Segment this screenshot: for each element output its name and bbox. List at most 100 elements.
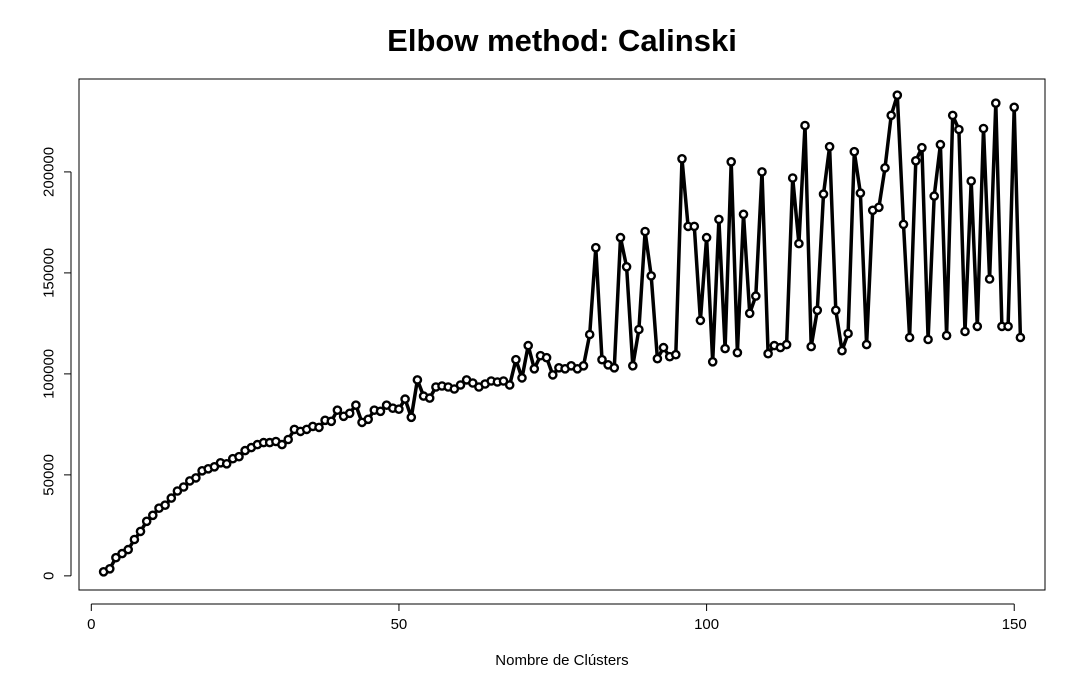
data-point xyxy=(978,123,989,134)
y-tick-label: 0 xyxy=(41,572,58,580)
data-point xyxy=(123,544,133,555)
data-point xyxy=(646,271,657,281)
data-point xyxy=(455,380,466,390)
data-point xyxy=(726,156,737,167)
data-point xyxy=(954,124,964,135)
data-point xyxy=(314,422,324,433)
data-point xyxy=(720,343,730,354)
data-point xyxy=(628,360,638,371)
data-point xyxy=(344,408,355,419)
data-point xyxy=(1015,332,1026,343)
y-tick-label: 200000 xyxy=(41,147,58,197)
data-point xyxy=(283,434,294,445)
data-point xyxy=(591,242,601,253)
data-point xyxy=(787,173,798,183)
data-point xyxy=(707,356,718,367)
data-point xyxy=(511,354,521,365)
data-point xyxy=(855,188,866,198)
data-point xyxy=(911,155,921,166)
data-point xyxy=(892,90,903,100)
data-point xyxy=(929,191,940,201)
data-point xyxy=(141,516,152,527)
data-point xyxy=(160,500,170,511)
data-point xyxy=(751,291,761,301)
y-tick-label: 100000 xyxy=(41,349,58,399)
data-point xyxy=(351,400,361,411)
data-point xyxy=(504,380,515,390)
data-point xyxy=(874,202,884,213)
data-point xyxy=(332,405,343,416)
data-point xyxy=(652,353,663,364)
data-point xyxy=(363,414,374,425)
y-axis: 0 50000 100000 150000 200000 xyxy=(41,147,72,580)
data-point xyxy=(972,321,983,332)
y-tick-label: 150000 xyxy=(41,248,58,298)
data-point xyxy=(898,219,909,230)
data-point xyxy=(960,326,970,337)
data-point xyxy=(818,189,829,199)
data-point xyxy=(800,120,810,131)
data-point xyxy=(763,348,773,359)
data-point xyxy=(658,342,669,353)
data-point xyxy=(400,394,410,404)
data-point xyxy=(517,373,527,383)
data-point xyxy=(738,209,749,220)
data-point xyxy=(935,139,946,150)
data-point xyxy=(886,110,897,121)
data-point xyxy=(105,564,115,574)
data-point xyxy=(529,363,540,374)
x-tick-label: 0 xyxy=(87,616,95,633)
data-point xyxy=(695,315,706,326)
data-point xyxy=(849,146,860,157)
data-point xyxy=(541,352,552,363)
data-point xyxy=(812,305,823,316)
data-point xyxy=(548,370,558,380)
data-point xyxy=(904,332,915,343)
x-axis-label: Nombre de Clústers xyxy=(495,652,628,669)
data-point xyxy=(757,167,767,177)
x-axis: 0 50 100 150 xyxy=(87,603,1027,633)
x-tick-label: 50 xyxy=(391,616,408,633)
data-point xyxy=(880,163,890,173)
data-point xyxy=(609,362,620,373)
data-point xyxy=(1003,321,1013,332)
data-point xyxy=(917,142,927,153)
data-point xyxy=(634,324,644,335)
data-point xyxy=(947,110,958,121)
data-point xyxy=(732,347,743,358)
data-point xyxy=(375,406,386,417)
data-point xyxy=(326,416,337,427)
data-point xyxy=(640,226,650,237)
data-point xyxy=(135,526,146,537)
plot-frame xyxy=(78,78,1046,591)
data-point xyxy=(412,375,423,385)
data-point xyxy=(991,98,1001,108)
data-point xyxy=(677,153,687,164)
data-point xyxy=(794,238,804,249)
data-point xyxy=(234,451,244,462)
data-point xyxy=(843,328,853,339)
data-point xyxy=(806,341,817,352)
data-point xyxy=(689,221,700,232)
data-point xyxy=(923,334,933,345)
x-tick-label: 100 xyxy=(694,616,719,633)
data-point xyxy=(277,439,287,450)
data-point xyxy=(424,393,435,403)
data-point xyxy=(578,360,589,371)
data-point xyxy=(941,330,952,341)
data-point xyxy=(966,176,977,186)
data-point xyxy=(166,493,177,503)
data-point xyxy=(701,232,712,243)
chart-title: Elbow method: Calinski xyxy=(387,23,737,58)
x-tick-label: 150 xyxy=(1002,616,1027,633)
data-point xyxy=(191,473,201,483)
data-point xyxy=(744,308,755,319)
data-point xyxy=(671,349,681,360)
data-points xyxy=(98,90,1026,577)
data-point xyxy=(394,404,404,415)
data-point xyxy=(714,214,724,225)
data-point xyxy=(615,232,626,243)
data-point xyxy=(221,458,232,469)
data-point xyxy=(621,261,632,272)
data-point xyxy=(147,510,158,521)
